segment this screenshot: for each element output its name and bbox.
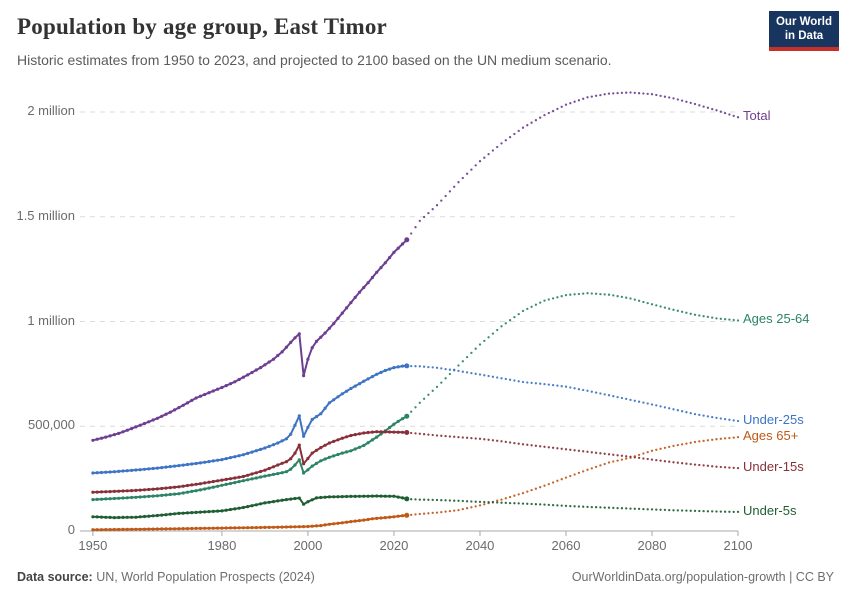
x-axis-tick-label: 2080 <box>637 538 667 553</box>
data-source-note: Data source: UN, World Population Prospe… <box>17 570 315 584</box>
series-endpoint-ages-65 <box>404 512 410 518</box>
x-axis-tick-label: 2060 <box>551 538 581 553</box>
line-total-projection[interactable] <box>405 91 740 241</box>
series-endpoint-ages-25-64 <box>404 413 410 419</box>
line-under-15s-historic[interactable] <box>92 430 407 494</box>
x-axis-tick-label: 2040 <box>465 538 495 553</box>
series-total[interactable] <box>91 91 740 442</box>
legend-label-under-25s[interactable]: Under-25s <box>743 412 804 427</box>
line-ages-65-historic[interactable] <box>92 514 407 531</box>
line-ages-25-64-historic[interactable] <box>92 415 408 501</box>
data-source-text: UN, World Population Prospects (2024) <box>92 570 315 584</box>
series-under-5s[interactable] <box>91 494 740 520</box>
line-ages-25-64-projection[interactable] <box>405 292 740 418</box>
x-axis-tick-label: 2100 <box>723 538 753 553</box>
line-under-25s-projection[interactable] <box>405 364 740 423</box>
legend-label-ages-25-64[interactable]: Ages 25-64 <box>743 311 810 327</box>
series-endpoint-total <box>404 237 410 243</box>
series-ages-25-64[interactable] <box>91 292 740 502</box>
owid-logo-red-bar <box>769 47 839 51</box>
x-axis-tick-label: 2000 <box>293 538 323 553</box>
legend-label-ages-65[interactable]: Ages 65+ <box>743 428 799 444</box>
x-axis-tick-label: 2020 <box>379 538 409 553</box>
y-axis-tick-label: 1.5 million <box>16 207 75 223</box>
line-under-5s-historic[interactable] <box>92 495 408 519</box>
line-under-15s-projection[interactable] <box>405 431 740 470</box>
y-axis-tick-label: 1 million <box>27 312 75 328</box>
data-source-label: Data source: <box>17 570 93 584</box>
y-axis-tick-label: 2 million <box>27 103 75 118</box>
series-ages-65[interactable] <box>91 435 740 532</box>
series-under-15s[interactable] <box>91 430 740 494</box>
legend-label-under-5s[interactable]: Under-5s <box>743 502 797 518</box>
license-link[interactable]: OurWorldinData.org/population-growth | C… <box>571 570 834 584</box>
line-ages-65-projection[interactable] <box>405 435 740 517</box>
series-under-25s[interactable] <box>91 363 740 475</box>
legend-label-under-15s[interactable]: Under-15s <box>743 459 804 475</box>
owid-logo-text: Our World in Data <box>769 11 839 47</box>
series-endpoint-under-15s <box>404 430 410 435</box>
line-total-historic[interactable] <box>92 239 408 442</box>
line-under-25s-historic[interactable] <box>92 364 407 474</box>
x-axis-tick-label: 1950 <box>78 538 108 553</box>
x-axis-tick-label: 1980 <box>207 538 237 553</box>
legend-label-total[interactable]: Total <box>743 108 771 124</box>
y-axis-tick-label: 0 <box>67 522 75 537</box>
series-endpoint-under-25s <box>404 363 410 369</box>
chart-subtitle: Historic estimates from 1950 to 2023, an… <box>17 52 612 68</box>
line-under-5s-projection[interactable] <box>405 497 740 514</box>
page-title: Population by age group, East Timor <box>17 14 387 39</box>
owid-logo[interactable]: Our World in Data <box>769 11 839 51</box>
y-axis-tick-label: 500,000 <box>28 417 75 433</box>
series-endpoint-under-5s <box>404 496 410 502</box>
